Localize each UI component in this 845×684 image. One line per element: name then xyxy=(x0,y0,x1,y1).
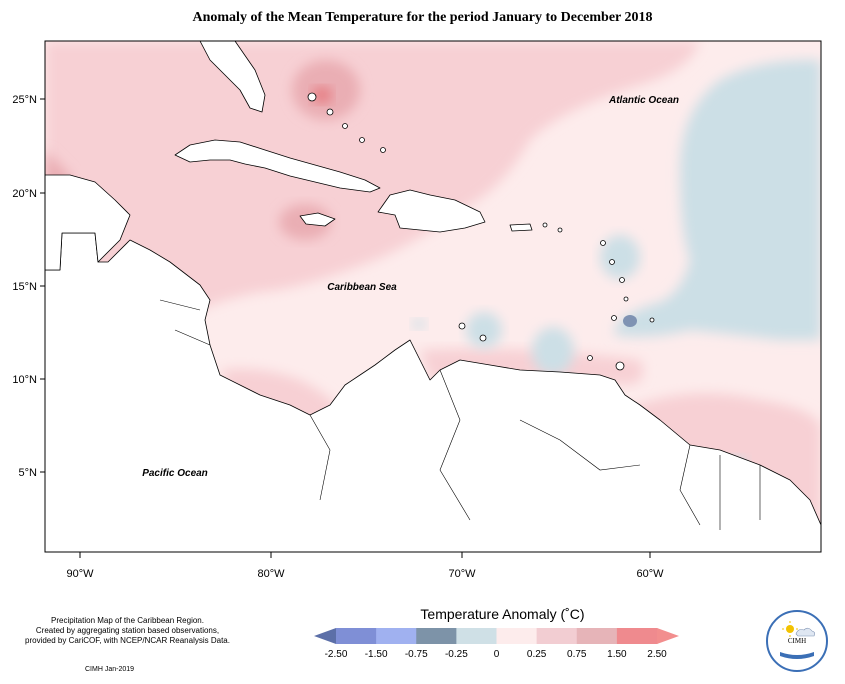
country-borders xyxy=(159,299,761,530)
anomaly-field xyxy=(45,41,821,552)
legend-tick-label: -0.25 xyxy=(445,649,468,660)
land-masses xyxy=(45,41,821,552)
lon-label-90: 90°W xyxy=(66,568,94,580)
jamaica xyxy=(299,212,336,227)
legend-tick-label: 2.50 xyxy=(647,649,667,660)
hispaniola xyxy=(377,189,486,233)
map-frame xyxy=(44,40,822,553)
lat-label-20: 20°N xyxy=(12,188,37,200)
legend-bin-below-min xyxy=(314,628,336,644)
legend-bin xyxy=(576,628,618,644)
legend-bin xyxy=(376,628,417,644)
map-title: Anomaly of the Mean Temperature for the … xyxy=(192,10,653,25)
legend-bin-above-max xyxy=(657,628,679,644)
legend-bin xyxy=(496,628,538,644)
legend-colorbar xyxy=(314,628,679,644)
puerto-rico xyxy=(509,223,533,232)
legend-tick-label: 0.25 xyxy=(527,649,547,660)
longitude-axis: 90°W 80°W 70°W 60°W xyxy=(66,552,664,580)
atlantic-ocean-label: Atlantic Ocean xyxy=(608,95,679,106)
legend-bin xyxy=(536,628,578,644)
lat-label-15: 15°N xyxy=(12,281,37,293)
legend-title: Temperature Anomaly (˚C) xyxy=(420,606,585,622)
legend-bin xyxy=(336,628,377,644)
credits-line-2: Created by aggregating station based obs… xyxy=(35,626,220,635)
legend-bin xyxy=(616,628,658,644)
latitude-axis: 25°N 20°N 15°N 10°N 5°N xyxy=(12,94,45,479)
logo-text: CIMH xyxy=(787,637,807,645)
lat-label-25: 25°N xyxy=(12,94,37,106)
issued-date: CIMH Jan-2019 xyxy=(85,666,135,673)
legend-tick-label: 0 xyxy=(494,649,500,660)
legend-tick-label: 0.75 xyxy=(567,649,587,660)
sun-cloud-icon xyxy=(780,621,815,659)
yucatan xyxy=(45,174,131,271)
moderate-negative-barbados xyxy=(623,315,637,327)
florida xyxy=(199,41,266,113)
legend-tick-label: -2.50 xyxy=(325,649,348,660)
cuba xyxy=(174,139,381,193)
hot-spot-bahamas xyxy=(312,87,332,103)
legend-bin xyxy=(416,628,457,644)
negative-anomaly-bonaire-west xyxy=(412,319,426,329)
legend-bin xyxy=(456,628,497,644)
negative-anomaly-abc xyxy=(466,312,502,348)
lat-label-10: 10°N xyxy=(12,374,37,386)
negative-anomaly-leewards xyxy=(600,235,640,279)
credits-line-1: Precipitation Map of the Caribbean Regio… xyxy=(51,616,204,625)
central-south-america xyxy=(45,232,821,552)
lon-label-80: 80°W xyxy=(257,568,285,580)
small-islands xyxy=(307,92,655,371)
legend-ticks: -2.50 -1.50 -0.75 -0.25 0 0.25 0.75 1.50 2.50 xyxy=(325,649,668,660)
negative-anomaly-atlantic xyxy=(614,59,821,340)
lon-label-70: 70°W xyxy=(448,568,476,580)
legend-tick-label: -1.50 xyxy=(365,649,388,660)
pacific-ocean-label: Pacific Ocean xyxy=(142,468,208,479)
caribbean-sea-label: Caribbean Sea xyxy=(327,282,397,293)
legend-tick-label: -0.75 xyxy=(405,649,428,660)
lon-label-60: 60°W xyxy=(636,568,664,580)
negative-anomaly-margarita xyxy=(532,327,574,375)
credits-line-3: provided by CariCOF, with NCEP/NCAR Rean… xyxy=(25,636,230,645)
legend-tick-label: 1.50 xyxy=(607,649,627,660)
credits-text: Precipitation Map of the Caribbean Regio… xyxy=(10,616,245,646)
cimh-logo: CIMH xyxy=(766,610,828,672)
lat-label-5: 5°N xyxy=(19,467,38,479)
